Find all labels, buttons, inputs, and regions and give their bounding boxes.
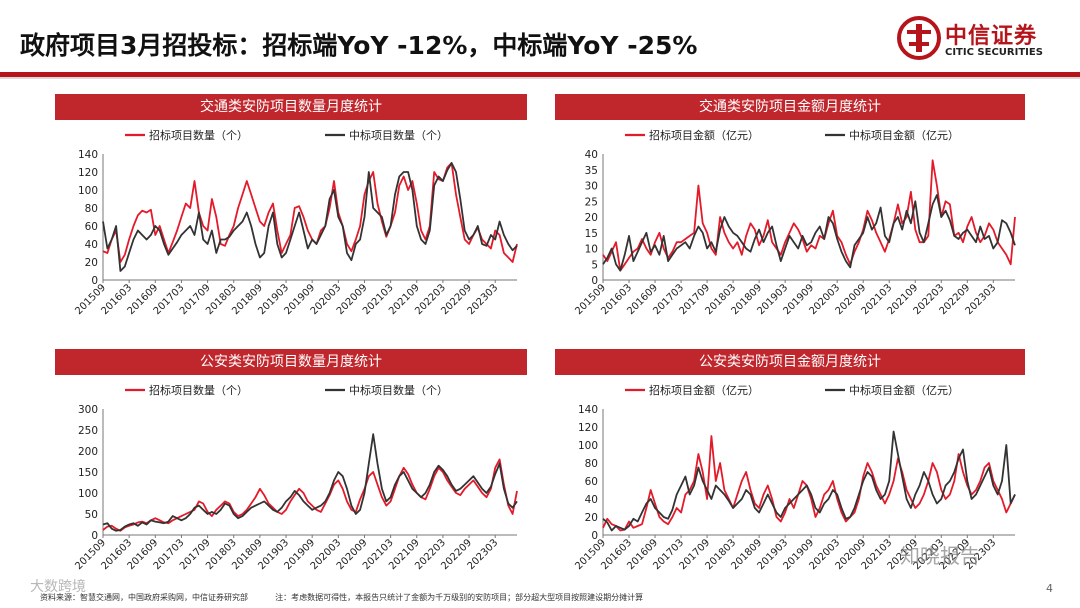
- series-line-0: [602, 435, 1016, 532]
- watermark: 知晓报告: [900, 544, 980, 568]
- y-tick-label: 20: [585, 212, 598, 224]
- logo-text-en: CITIC SECURITIES: [945, 47, 1043, 58]
- footer-note: 注：考虑数据可得性，本报告只统计了金额为千万级别的安防项目；部分超大型项目按照建…: [275, 593, 644, 602]
- title-rule-shadow: [0, 77, 1080, 79]
- y-tick-label: 20: [85, 257, 98, 269]
- y-tick-label: 0: [91, 275, 98, 287]
- y-tick-label: 140: [78, 149, 98, 161]
- legend-label-1: 中标项目数量（个）: [349, 128, 448, 142]
- y-tick-label: 15: [585, 228, 598, 240]
- chart-legend: 招标项目金额（亿元） 中标项目金额（亿元）: [625, 383, 959, 397]
- legend-label-1: 中标项目数量（个）: [349, 383, 448, 397]
- citic-emblem-icon: [897, 16, 941, 60]
- y-tick-label: 100: [78, 185, 98, 197]
- y-tick-label: 40: [585, 149, 598, 161]
- series-line-0: [102, 162, 518, 263]
- y-tick-label: 5: [591, 259, 598, 271]
- company-logo: 中信证券 CITIC SECURITIES: [897, 14, 1067, 64]
- y-tick-label: 40: [85, 239, 98, 251]
- legend-label-0: 招标项目金额（亿元）: [649, 383, 759, 397]
- y-tick-label: 80: [585, 458, 598, 470]
- chart-title: 交通类安防项目数量月度统计: [55, 94, 527, 120]
- y-tick-label: 120: [78, 167, 98, 179]
- y-tick-label: 20: [585, 512, 598, 524]
- legend-label-0: 招标项目数量（个）: [149, 383, 248, 397]
- y-tick-label: 25: [585, 196, 598, 208]
- y-tick-label: 10: [585, 244, 598, 256]
- series-line-0: [102, 458, 518, 532]
- y-tick-label: 50: [85, 509, 98, 521]
- y-tick-label: 35: [585, 165, 598, 177]
- title-rule: [0, 72, 1080, 77]
- chart-title: 公安类安防项目数量月度统计: [55, 349, 527, 375]
- series-line-1: [602, 430, 1016, 532]
- logo-text-cn: 中信证券: [945, 24, 1038, 49]
- chart-legend: 招标项目金额（亿元） 中标项目金额（亿元）: [625, 128, 959, 142]
- y-tick-label: 100: [78, 488, 98, 500]
- footer-source: 资料来源：智慧交通网，中国政府采购网，中信证券研究部: [40, 593, 248, 602]
- chart-panel-traffic-amount: 交通类安防项目金额月度统计 招标项目金额（亿元） 中标项目金额（亿元） 0 5 10 15…: [555, 94, 1025, 334]
- y-tick-label: 60: [85, 221, 98, 233]
- y-tick-label: 0: [91, 530, 98, 542]
- legend-label-0: 招标项目金额（亿元）: [649, 128, 759, 142]
- legend-label-1: 中标项目金额（亿元）: [849, 128, 959, 142]
- series-line-1: [102, 433, 518, 532]
- chart-svg: 招标项目金额（亿元） 中标项目金额（亿元）02040608010012014020…: [573, 383, 1016, 572]
- page-title: 政府项目3月招投标：招标端YoY -12%，中标端YoY -25%: [20, 31, 698, 60]
- y-tick-label: 0: [591, 275, 598, 287]
- y-tick-label: 0: [591, 530, 598, 542]
- chart-legend: 招标项目数量（个） 中标项目数量（个）: [125, 128, 448, 142]
- watermark-secondary: 大数跨境: [30, 579, 86, 595]
- chart-panel-police-count: 公安类安防项目数量月度统计 招标项目数量（个） 中标项目数量（个） 0 50 100 15…: [55, 349, 527, 589]
- y-tick-label: 140: [578, 404, 598, 416]
- series-line-1: [602, 194, 1016, 272]
- page-number: 4: [1046, 582, 1053, 595]
- legend-label-0: 招标项目数量（个）: [149, 128, 248, 142]
- chart-panel-traffic-count: 交通类安防项目数量月度统计 招标项目数量（个） 中标项目数量（个） 0 20 40 60 8…: [55, 94, 527, 334]
- y-tick-label: 250: [78, 425, 98, 437]
- chart-legend: 招标项目数量（个） 中标项目数量（个）: [125, 383, 448, 397]
- y-tick-label: 150: [78, 467, 98, 479]
- chart-svg: 招标项目数量（个） 中标项目数量（个）0501001502002503002015…: [73, 383, 518, 572]
- series-line-1: [102, 162, 518, 272]
- legend-label-1: 中标项目金额（亿元）: [849, 383, 959, 397]
- y-tick-label: 80: [85, 203, 98, 215]
- chart-svg: 招标项目数量（个） 中标项目数量（个）0204060801001201402015…: [73, 128, 518, 317]
- chart-panel-police-amount: 公安类安防项目金额月度统计 招标项目金额（亿元） 中标项目金额（亿元） 0 20 40 6…: [555, 349, 1025, 589]
- series-line-0: [602, 159, 1016, 272]
- chart-title: 公安类安防项目金额月度统计: [555, 349, 1025, 375]
- chart-svg: 招标项目金额（亿元） 中标项目金额（亿元）05101520253035402015…: [573, 128, 1016, 317]
- footer-text: 资料来源：智慧交通网，中国政府采购网，中信证券研究部 注：考虑数据可得性，本报告…: [40, 592, 643, 603]
- y-tick-label: 40: [585, 494, 598, 506]
- chart-title: 交通类安防项目金额月度统计: [555, 94, 1025, 120]
- y-tick-label: 30: [585, 181, 598, 193]
- y-tick-label: 300: [78, 404, 98, 416]
- y-tick-label: 200: [78, 446, 98, 458]
- y-tick-label: 60: [585, 476, 598, 488]
- y-tick-label: 100: [578, 440, 598, 452]
- y-tick-label: 120: [578, 422, 598, 434]
